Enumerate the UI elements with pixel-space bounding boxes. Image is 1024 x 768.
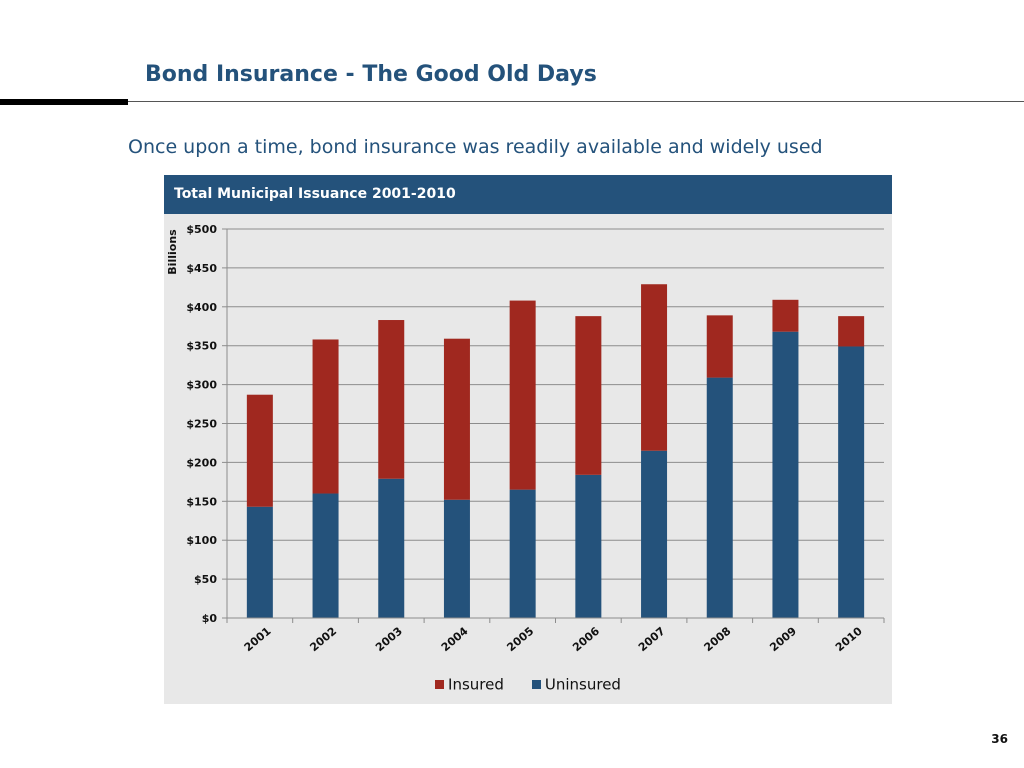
legend-label: Uninsured [544,675,621,694]
legend-swatch [435,680,445,690]
slide-title: Bond Insurance - The Good Old Days [145,62,597,87]
x-tick-label: 2004 [439,624,471,654]
legend-swatch [531,680,541,690]
legend-item-uninsured: Uninsured [531,675,621,694]
bar-insured-2004 [443,338,470,500]
bar-uninsured-2005 [509,489,536,618]
bar-insured-2006 [575,316,602,475]
bar-uninsured-2001 [246,506,273,618]
y-tick-label: $500 [186,223,217,236]
bar-uninsured-2010 [838,346,865,618]
bar-insured-2007 [641,284,668,451]
y-tick-label: $50 [194,573,217,586]
x-tick-label: 2007 [636,624,668,654]
title-rule-thin [128,101,1024,102]
legend: Insured Uninsured [164,675,892,694]
legend-label: Insured [448,675,504,694]
bar-uninsured-2002 [312,493,339,618]
axes [222,228,885,623]
bar-uninsured-2007 [641,450,668,618]
title-rule-thick [0,99,128,105]
bar-insured-2003 [378,320,405,479]
legend-item-insured: Insured [435,675,504,694]
y-tick-label: $200 [186,456,217,469]
page-number: 36 [991,732,1008,746]
y-tick-label: $450 [186,262,217,275]
bar-insured-2010 [838,316,865,347]
y-tick-label: $0 [202,612,218,625]
y-tick-label: $150 [186,495,217,508]
y-tick-label: $250 [186,418,217,431]
x-tick-label: 2002 [307,624,339,654]
x-tick-label: 2001 [242,624,274,654]
bar-insured-2009 [772,299,799,332]
bar-uninsured-2006 [575,474,602,618]
y-tick-label: $350 [186,340,217,353]
chart-plot: $0 $50 $100 $150 $200 $250 $300 $350 $400 $450 $50… [166,223,885,654]
y-tick-label: $400 [186,301,217,314]
bar-uninsured-2003 [378,478,405,618]
bar-insured-2005 [509,300,536,490]
x-tick-label: 2006 [570,624,602,654]
x-tick-label: 2005 [504,624,536,654]
chart-title: Total Municipal Issuance 2001-2010 [174,186,456,202]
bar-insured-2002 [312,339,339,494]
chart-panel: Total Municipal Issuance 2001-2010 $0 $50… [164,175,892,704]
y-tick-label: $300 [186,379,217,392]
x-tick-label: 2010 [833,624,865,654]
slide-subtitle: Once upon a time, bond insurance was rea… [128,136,823,158]
bar-insured-2001 [246,394,273,507]
bars [246,284,865,618]
x-tick-label: 2008 [702,624,734,654]
y-tick-label: $100 [186,534,217,547]
bar-uninsured-2008 [706,377,733,618]
y-axis-title: Billions [166,229,179,275]
bar-insured-2008 [706,315,733,378]
chart-header: Total Municipal Issuance 2001-2010 [164,175,892,214]
x-tick-label: 2009 [767,624,799,654]
bar-uninsured-2004 [443,499,470,618]
bar-uninsured-2009 [772,331,799,618]
x-tick-label: 2003 [373,624,405,654]
